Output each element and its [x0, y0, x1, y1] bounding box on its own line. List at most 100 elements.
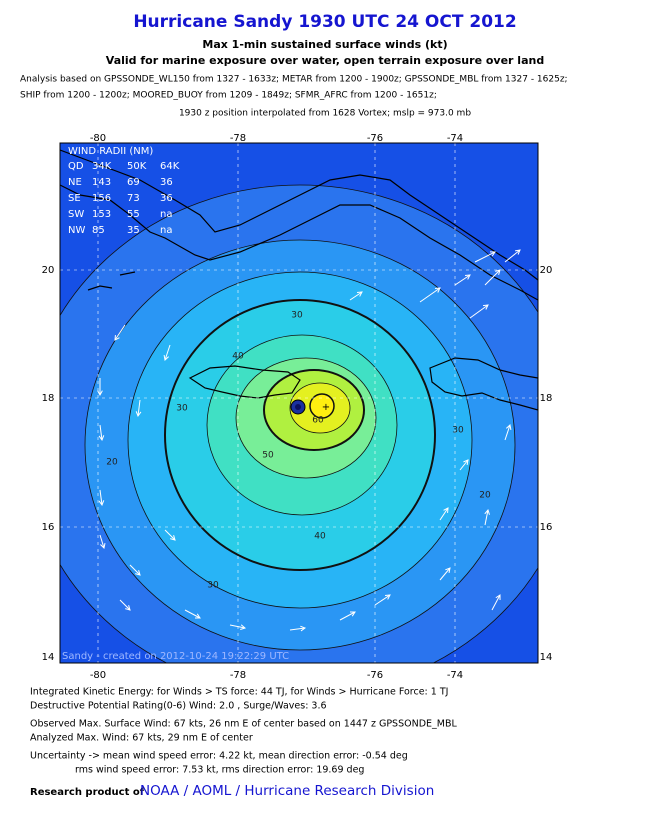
- subtitle: Valid for marine exposure over water, op…: [106, 54, 544, 67]
- wind-arrow: [459, 459, 469, 471]
- wind-arrow-head: [349, 611, 356, 617]
- analysis-line: Analysis based on GPSSONDE_WL150 from 13…: [20, 75, 568, 85]
- wind-arrow: [469, 304, 489, 319]
- lat-label: 16: [540, 522, 553, 533]
- contour-label: 30: [291, 311, 303, 321]
- wind-radii-cell: 143: [92, 177, 111, 188]
- wind-arrow: [374, 594, 391, 606]
- wind-arrow: [184, 609, 201, 619]
- footer-line: Observed Max. Surface Wind: 67 kts, 26 n…: [30, 719, 457, 730]
- wind-arrow-head: [484, 508, 490, 515]
- wind-radii-cell: SW: [68, 209, 84, 220]
- footer-line: rms wind speed error: 7.53 kt, rms direc…: [75, 765, 364, 776]
- wind-arrow-head: [300, 625, 307, 632]
- wind-arrow: [137, 399, 141, 417]
- wind-contour: [309, 393, 335, 419]
- wind-radii-cell: na: [160, 209, 172, 220]
- lon-label: -80: [90, 133, 106, 144]
- contour-label: 20: [479, 491, 491, 501]
- lon-label: -76: [367, 133, 383, 144]
- lon-label: -74: [447, 133, 463, 144]
- lat-label: 14: [42, 652, 55, 663]
- wind-radii-cell: na: [160, 225, 172, 236]
- lat-label: 20: [540, 265, 553, 276]
- wind-radii-title: WIND RADII (NM): [68, 146, 153, 157]
- wind-arrow: [439, 567, 451, 581]
- lon-label: -78: [230, 133, 246, 144]
- wind-arrow-head: [114, 334, 120, 341]
- contour-label: 50: [262, 451, 274, 461]
- wind-arrow-head: [125, 605, 131, 611]
- graticule: [60, 143, 538, 663]
- lon-label: -74: [447, 670, 463, 681]
- wind-radii-cell: 156: [92, 193, 111, 204]
- lat-label: 18: [42, 393, 55, 404]
- wind-arrow: [119, 599, 131, 611]
- wind-radii-cell: 153: [92, 209, 111, 220]
- wind-radii-cell: NE: [68, 177, 82, 188]
- wind-arrow-head: [495, 269, 501, 275]
- wind-radii-cell: 36: [160, 193, 173, 204]
- wind-arrow: [419, 287, 441, 303]
- wind-arrow-head: [434, 287, 441, 293]
- wind-arrow: [339, 611, 356, 621]
- lat-label: 20: [42, 265, 55, 276]
- wind-arrow: [99, 489, 103, 506]
- contour-label: 30: [452, 426, 464, 436]
- wind-arrow: [99, 534, 105, 549]
- wind-arrow-head: [463, 459, 469, 466]
- wind-arrow-head: [98, 500, 105, 507]
- wind-arrow: [504, 249, 521, 263]
- wind-radii-cell: 50K: [127, 161, 147, 172]
- wind-arrow-head: [135, 570, 141, 576]
- eye-center: [295, 404, 301, 410]
- wind-arrow: [114, 324, 126, 341]
- lon-label: -76: [367, 670, 383, 681]
- wind-radii-cell: SE: [68, 193, 81, 204]
- wind-arrow-head: [135, 411, 142, 418]
- research-link[interactable]: NOAA / AOML / Hurricane Research Divisio…: [140, 783, 434, 799]
- wind-arrow: [349, 291, 363, 301]
- wind-arrow-head: [98, 435, 105, 442]
- wind-arrow: [491, 594, 501, 611]
- wind-radii-cell: 34K: [92, 161, 112, 172]
- contour-label: 40: [232, 352, 244, 362]
- wind-radii-cell: 35: [127, 225, 140, 236]
- wind-arrow: [164, 529, 176, 541]
- analysis-line: SHIP from 1200 - 1200z; MOORED_BUOY from…: [20, 91, 437, 101]
- wind-arrow-head: [464, 274, 471, 280]
- wind-arrow-head: [97, 390, 103, 397]
- lat-label: 16: [42, 522, 55, 533]
- footer-line: Analyzed Max. Wind: 67 kts, 29 nm E of c…: [30, 733, 253, 744]
- map: + 30 40 50 60 30 30 20 40 30 20: [60, 143, 538, 663]
- wind-arrow-head: [505, 424, 512, 431]
- wind-arrow: [454, 274, 471, 286]
- wind-arrow-head: [384, 594, 391, 600]
- contour-label: 60: [312, 416, 324, 426]
- wind-arrow-head: [170, 535, 176, 541]
- wind-arrow: [229, 624, 246, 629]
- wind-arrow-head: [445, 567, 451, 574]
- credit: Sandy - created on 2012-10-24 19:22:29 U…: [62, 651, 289, 662]
- analysis-line: 1930 z position interpolated from 1628 V…: [179, 109, 471, 119]
- wind-radii-cell: 55: [127, 209, 140, 220]
- wind-arrow: [504, 424, 511, 441]
- wind-arrow-head: [495, 594, 501, 601]
- contour-label: 40: [314, 532, 326, 542]
- max-wind-marker: +: [322, 402, 330, 413]
- wind-arrow-head: [443, 507, 449, 514]
- contour-label: 30: [176, 404, 188, 414]
- wind-radii-cell: QD: [68, 161, 84, 172]
- subtitle: Max 1-min sustained surface winds (kt): [202, 38, 447, 51]
- wind-radii-cell: 85: [92, 225, 105, 236]
- wind-radii-table: WIND RADII (NM) QD 34K 50K 64K NE 143 69 36 SE 15…: [68, 146, 180, 236]
- footer-line: Uncertainty -> mean wind speed error: 4.…: [30, 751, 408, 762]
- wind-radii-cell: 64K: [160, 161, 180, 172]
- lat-label: 18: [540, 393, 553, 404]
- wind-arrow-head: [163, 354, 170, 361]
- contour-label: 30: [207, 581, 219, 591]
- wind-arrow-head: [482, 304, 489, 310]
- research-label: Research product of: [30, 787, 145, 798]
- wind-arrow: [289, 627, 306, 631]
